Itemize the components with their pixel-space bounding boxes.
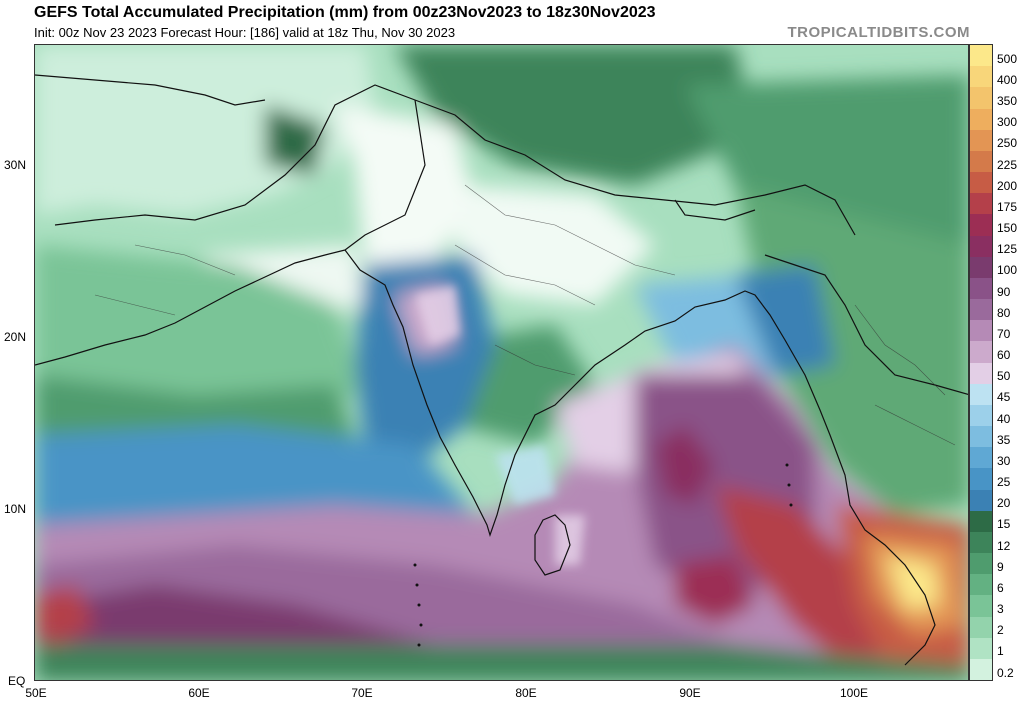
colorbar-label: 3 bbox=[997, 602, 1004, 617]
colorbar-cell bbox=[970, 426, 992, 448]
colorbar-cell bbox=[970, 341, 992, 363]
lon-label-90e: 90E bbox=[679, 686, 701, 700]
lat-label-30n: 30N bbox=[4, 158, 27, 172]
colorbar-cell bbox=[970, 299, 992, 321]
colorbar-cell bbox=[970, 531, 992, 554]
colorbar-label: 20 bbox=[997, 496, 1011, 511]
precip-detail bbox=[415, 285, 585, 565]
lon-label-100e: 100E bbox=[839, 686, 869, 700]
colorbar-cell bbox=[970, 595, 992, 617]
colorbar-label: 9 bbox=[997, 559, 1004, 574]
colorbar-cell bbox=[970, 637, 992, 660]
colorbar-cell bbox=[970, 447, 992, 469]
colorbar-cell bbox=[970, 66, 992, 88]
colorbar-cell bbox=[970, 404, 992, 427]
colorbar-cell bbox=[970, 468, 992, 490]
colorbar-cell bbox=[970, 45, 992, 67]
colorbar-label: 1 bbox=[997, 644, 1004, 659]
colorbar-label: 25 bbox=[997, 475, 1011, 490]
colorbar-cell bbox=[970, 510, 992, 533]
lon-label-80e: 80E bbox=[515, 686, 537, 700]
colorbar-cell bbox=[970, 87, 992, 109]
precip-fields bbox=[35, 45, 968, 680]
colorbar-label: 30 bbox=[997, 453, 1011, 468]
colorbar-label: 6 bbox=[997, 580, 1004, 595]
colorbar-label: 200 bbox=[997, 178, 1018, 193]
colorbar-label: 80 bbox=[997, 305, 1011, 320]
colorbar-cell bbox=[970, 256, 992, 279]
colorbar-label: 2 bbox=[997, 623, 1004, 638]
admin-borders bbox=[94, 184, 956, 446]
colorbar bbox=[969, 44, 993, 681]
lat-label-eq: EQ bbox=[8, 674, 26, 688]
colorbar-label: 125 bbox=[997, 242, 1018, 257]
colorbar-label: 60 bbox=[997, 348, 1011, 363]
colorbar-cell bbox=[970, 214, 992, 236]
coastlines bbox=[35, 74, 968, 666]
map-title: GEFS Total Accumulated Precipitation (mm… bbox=[34, 4, 656, 21]
colorbar-label: 225 bbox=[997, 157, 1018, 172]
colorbar-label: 175 bbox=[997, 199, 1018, 214]
islands bbox=[413, 463, 793, 647]
lat-label-10n: 10N bbox=[4, 502, 27, 516]
colorbar-label: 250 bbox=[997, 136, 1018, 151]
colorbar-label: 15 bbox=[997, 517, 1011, 532]
colorbar-label: 50 bbox=[997, 369, 1011, 384]
colorbar-label: 40 bbox=[997, 411, 1011, 426]
colorbar-cell bbox=[970, 553, 992, 575]
colorbar-label: 150 bbox=[997, 221, 1018, 236]
lon-label-50e: 50E bbox=[25, 686, 47, 700]
colorbar-cell bbox=[970, 658, 992, 681]
colorbar-label: 350 bbox=[997, 94, 1018, 109]
colorbar-label: 400 bbox=[997, 72, 1018, 87]
colorbar-cell bbox=[970, 150, 992, 173]
colorbar-label: 70 bbox=[997, 326, 1011, 341]
colorbar-label: 35 bbox=[997, 432, 1011, 447]
map-canvas bbox=[35, 45, 968, 680]
colorbar-cell bbox=[970, 574, 992, 596]
colorbar-cell bbox=[970, 129, 992, 152]
colorbar-label: 12 bbox=[997, 538, 1011, 553]
lon-label-70e: 70E bbox=[351, 686, 373, 700]
colorbar-cell bbox=[970, 616, 992, 639]
colorbar-cell bbox=[970, 172, 992, 194]
colorbar-cell bbox=[970, 362, 992, 385]
colorbar-label: 300 bbox=[997, 115, 1018, 130]
colorbar-cell bbox=[970, 193, 992, 215]
map-subtitle: Init: 00z Nov 23 2023 Forecast Hour: [18… bbox=[34, 25, 456, 40]
colorbar-label: 90 bbox=[997, 284, 1011, 299]
colorbar-cell bbox=[970, 277, 992, 300]
colorbar-cell bbox=[970, 489, 992, 512]
colorbar-label: 100 bbox=[997, 263, 1018, 278]
colorbar-cell bbox=[970, 320, 992, 342]
colorbar-label: 0.2 bbox=[997, 665, 1014, 680]
lat-label-20n: 20N bbox=[4, 330, 27, 344]
lon-label-60e: 60E bbox=[188, 686, 210, 700]
colorbar-cell bbox=[970, 383, 992, 406]
site-brand: TROPICALTIDBITS.COM bbox=[787, 24, 970, 41]
colorbar-cell bbox=[970, 235, 992, 258]
colorbar-label: 45 bbox=[997, 390, 1011, 405]
colorbar-cell bbox=[970, 108, 992, 131]
precipitation-map bbox=[34, 44, 969, 681]
colorbar-label: 500 bbox=[997, 51, 1018, 66]
